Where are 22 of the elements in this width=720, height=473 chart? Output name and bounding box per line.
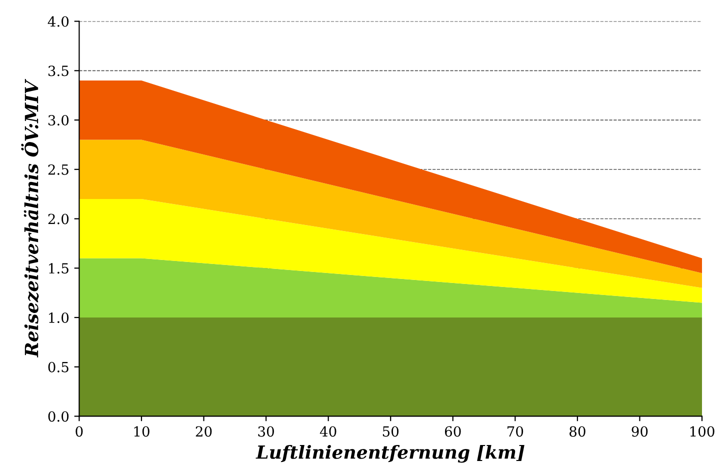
y-tick-label: 0.0 (48, 411, 69, 422)
x-tick-label: 40 (320, 426, 336, 437)
y-tick-label: 3.0 (48, 114, 69, 126)
y-tick-label: 1.0 (49, 312, 69, 323)
y-tick-label: 4.0 (48, 16, 69, 27)
x-tick-label: 90 (632, 426, 648, 437)
y-axis-title: Reisezeitverhältnis ÖV:MIV (21, 78, 39, 358)
x-tick-label: 30 (258, 426, 274, 437)
x-tick-label: 10 (134, 426, 150, 437)
y-tick-label: 0.5 (48, 362, 68, 372)
y-tick-label: 2.0 (48, 214, 69, 224)
x-tick-label: 20 (196, 426, 212, 437)
x-tick-label: 80 (570, 426, 586, 437)
x-tick-label: 60 (444, 426, 461, 437)
y-tick-label: 2.5 (48, 164, 68, 175)
x-tick-label: 70 (507, 426, 524, 437)
x-tick-label: 100 (690, 426, 714, 437)
x-tick-label: 50 (382, 426, 399, 437)
x-tick-label: 0 (76, 426, 83, 437)
y-tick-label: 1.5 (49, 263, 68, 274)
x-axis-title: Luftlinienentfernung [km] (256, 444, 524, 463)
y-tick-label: 3.5 (48, 66, 68, 76)
